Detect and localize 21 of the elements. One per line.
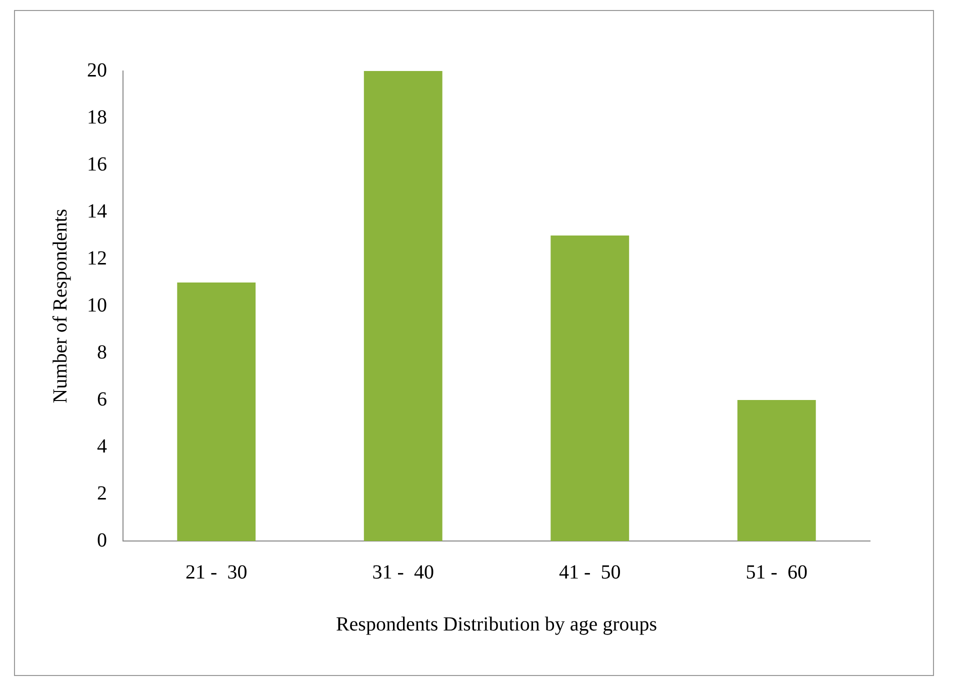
x-axis-title: Respondents Distribution by age groups: [336, 613, 658, 636]
bar: [737, 400, 816, 541]
bar: [550, 236, 630, 541]
bar: [177, 282, 256, 541]
x-tick-label: 31 - 40: [372, 561, 434, 584]
y-tick-label: 20: [87, 59, 107, 82]
y-tick-label: 12: [87, 247, 107, 270]
y-axis-title: Number of Respondents: [49, 208, 72, 404]
y-tick-label: 10: [87, 294, 107, 316]
y-tick-label: 2: [97, 482, 107, 504]
y-tick-label: 18: [87, 106, 107, 128]
y-tick-label: 6: [97, 388, 107, 410]
y-tick-label: 8: [97, 341, 107, 364]
y-tick-label: 0: [97, 529, 107, 552]
y-tick-label: 16: [87, 153, 107, 176]
y-tick-label: 14: [87, 200, 107, 222]
y-tick-label: 4: [97, 435, 107, 458]
x-tick-label: 21 - 30: [186, 561, 248, 584]
bar: [364, 71, 442, 541]
x-tick-label: 41 - 50: [559, 561, 621, 584]
x-tick-label: 51 - 60: [746, 561, 808, 584]
